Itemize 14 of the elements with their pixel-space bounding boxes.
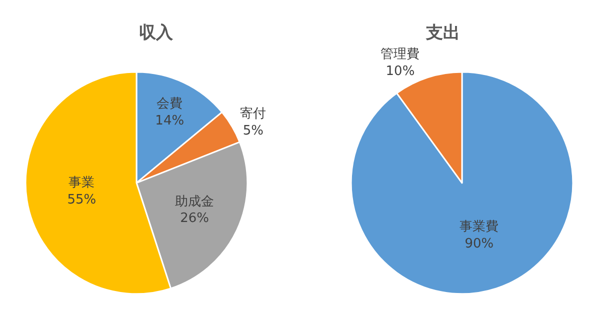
data-label: 5% (242, 124, 264, 139)
slice-label: 助成金 (175, 194, 214, 210)
data-label: 55% (67, 192, 96, 208)
chart-title: 収入 (139, 23, 174, 43)
data-label: 10% (386, 64, 415, 79)
data-label: 14% (155, 113, 184, 128)
data-label: 90% (464, 236, 494, 252)
slice-label: 事業費 (460, 220, 499, 235)
chart-title: 支出 (425, 23, 460, 43)
slice-label: 事業 (68, 176, 95, 191)
slice-label: 会費 (156, 96, 183, 112)
slice-label: 管理費 (380, 47, 420, 62)
data-label: 26% (180, 211, 210, 226)
slice-label: 寄付 (240, 106, 266, 122)
